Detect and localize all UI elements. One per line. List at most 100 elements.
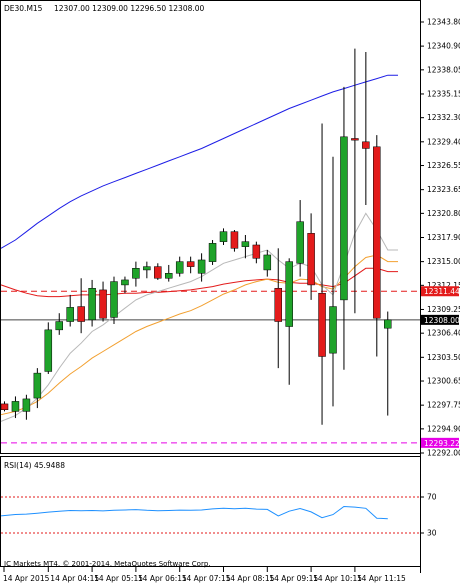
bull-candle-body [197, 259, 206, 274]
bear-candle-body [0, 403, 9, 410]
bull-candle-body [44, 329, 53, 372]
time-tick-label: 14 Apr 07:15 [182, 574, 231, 583]
time-tick-label: 14 Apr 08:15 [226, 574, 275, 583]
candle[interactable] [143, 261, 151, 279]
rsi-indicator: 70 30 [0, 493, 437, 538]
bull-candle-body [110, 281, 118, 318]
price-tick-label: 12300.65 [427, 377, 460, 386]
price-tick-label: 12329.40 [427, 137, 460, 146]
candle[interactable] [121, 276, 129, 294]
bear-candle-body [230, 231, 239, 249]
price-tick-label: 12338.05 [427, 65, 460, 74]
candle[interactable] [208, 239, 217, 265]
current-price-tag-label: 12308.00 [424, 316, 460, 325]
bull-candle-body [340, 136, 348, 301]
candle[interactable] [110, 276, 118, 325]
price-tick-label: 12303.50 [427, 353, 460, 362]
candle[interactable] [230, 230, 239, 252]
candle[interactable] [175, 256, 184, 277]
price-tick-label: 12297.75 [427, 401, 460, 410]
candle[interactable] [0, 401, 9, 412]
bull-candle-body [384, 319, 392, 329]
candle[interactable] [77, 278, 85, 334]
price-tags: 12308.00 12311.44 12293.22 [421, 286, 460, 448]
resistance-level-tag-label: 12311.44 [424, 287, 460, 296]
bull-candle-body [208, 243, 217, 262]
bull-candle-body [66, 307, 74, 322]
bear-candle-body [362, 141, 370, 149]
price-tick-label: 12315.00 [427, 257, 460, 266]
candle[interactable] [99, 281, 107, 322]
price-tick-label: 12340.90 [427, 42, 460, 51]
candle[interactable] [340, 86, 348, 370]
price-tick-label: 12306.40 [427, 329, 460, 338]
time-tick-label: 14 Apr 10:15 [313, 574, 362, 583]
bull-candle-body [143, 266, 151, 271]
bull-candle-body [22, 398, 31, 412]
candles[interactable] [0, 48, 392, 425]
bull-candle-body [175, 261, 184, 274]
candle[interactable] [219, 228, 228, 245]
candle[interactable] [44, 322, 53, 374]
candle[interactable] [263, 249, 272, 277]
rsi-label: RSI(14) 45.9488 [4, 461, 65, 470]
candle[interactable] [197, 253, 206, 282]
candle[interactable] [132, 261, 140, 287]
bull-candle-body [241, 241, 250, 247]
candle[interactable] [154, 263, 162, 280]
price-tick-label: 12317.90 [427, 233, 460, 242]
candle[interactable] [252, 241, 261, 264]
candle[interactable] [307, 213, 315, 300]
price-tick-label: 12309.25 [427, 305, 460, 314]
candle[interactable] [351, 48, 359, 314]
support-level-tag-label: 12293.22 [424, 439, 460, 448]
bear-candle-body [373, 146, 381, 319]
candle[interactable] [285, 258, 293, 385]
candle[interactable] [66, 294, 74, 327]
bull-candle-body [88, 287, 96, 321]
symbol-label: DE30.M15 [4, 4, 43, 13]
price-tick-label: 12326.55 [427, 161, 460, 170]
candle[interactable] [33, 368, 42, 409]
candle[interactable] [88, 279, 96, 327]
candle[interactable] [296, 200, 304, 277]
candle[interactable] [329, 156, 337, 407]
price-tick-label: 12294.90 [427, 424, 460, 433]
candle[interactable] [11, 396, 20, 419]
bull-candle-body [219, 231, 228, 242]
candle[interactable] [274, 248, 282, 369]
bull-candle-body [263, 254, 272, 271]
candle[interactable] [186, 256, 195, 274]
rsi-line [0, 505, 388, 520]
copyright-text: IC Markets MT4, © 2001-2014, MetaQuotes … [4, 560, 211, 568]
candle[interactable] [373, 135, 381, 357]
candle[interactable] [165, 264, 173, 282]
time-tick-label: 14 Apr 06:15 [138, 574, 187, 583]
support-level-tag-bg [421, 437, 459, 448]
price-tick-label: 12292.00 [427, 449, 460, 458]
current-price-tag-bg [421, 314, 459, 325]
price-axis-ticks: 12343.80 12340.90 12338.05 12335.15 12332.30… [420, 17, 460, 458]
time-tick-label: 14 Apr 11:15 [357, 574, 406, 583]
bear-candle-body [307, 233, 315, 286]
ma-blue-line [0, 74, 398, 249]
bull-candle-body [329, 306, 337, 354]
bull-candle-body [121, 279, 129, 286]
time-tick-label: 14 Apr 04:15 [50, 574, 99, 583]
candle[interactable] [384, 311, 392, 416]
ohlc-values: 12307.00 12309.00 12296.50 12308.00 [54, 4, 205, 13]
bull-candle-body [165, 273, 173, 279]
candle[interactable] [362, 51, 370, 206]
rsi-level-label: 70 [427, 493, 437, 502]
candle[interactable] [55, 313, 63, 335]
candle[interactable] [241, 234, 250, 259]
candle[interactable] [22, 394, 31, 420]
candle[interactable] [318, 123, 326, 425]
bull-candle-body [11, 401, 20, 412]
bear-candle-body [99, 289, 107, 319]
price-tick-label: 12323.65 [427, 185, 460, 194]
price-tick-label: 12320.80 [427, 209, 460, 218]
